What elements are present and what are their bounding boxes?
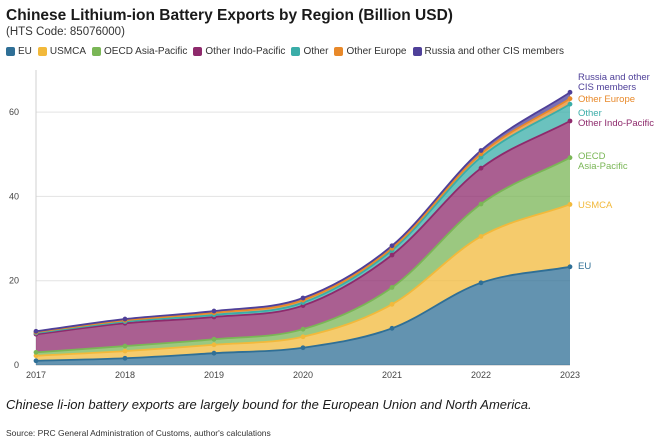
point-russia-and-other-cis-members — [478, 148, 484, 153]
point-usmca — [33, 353, 39, 359]
point-other — [478, 154, 484, 160]
end-label-oecd-asia-pacific: OECD Asia-Pacific — [578, 151, 628, 172]
point-oecd-asia-pacific — [33, 349, 39, 355]
point-eu — [33, 358, 39, 364]
area-eu — [36, 266, 570, 365]
x-tick-label: 2019 — [204, 370, 224, 380]
y-tick-label: 20 — [9, 276, 19, 286]
legend-swatch — [193, 47, 203, 56]
end-label-usmca: USMCA — [578, 200, 613, 211]
point-eu — [122, 355, 128, 361]
x-tick-label: 2021 — [382, 370, 402, 380]
point-eu — [389, 325, 395, 331]
point-oecd-asia-pacific — [122, 343, 128, 349]
point-other-europe — [478, 151, 484, 157]
x-tick-label: 2020 — [293, 370, 313, 380]
y-tick-label: 0 — [14, 360, 19, 370]
point-other — [567, 101, 573, 107]
point-russia-and-other-cis-members — [122, 316, 128, 322]
legend-label: Other Indo-Pacific — [205, 46, 286, 57]
point-other-europe — [567, 96, 573, 102]
x-tick-label: 2022 — [471, 370, 491, 380]
point-oecd-asia-pacific — [478, 201, 484, 207]
point-usmca — [567, 202, 573, 207]
y-tick-label: 60 — [9, 107, 19, 117]
legend-item-other-europe: Other Europe — [334, 46, 407, 57]
point-russia-and-other-cis-members — [567, 89, 573, 95]
point-eu — [300, 345, 306, 351]
end-label-eu: EU — [578, 261, 591, 272]
legend-label: OECD Asia-Pacific — [104, 46, 188, 57]
legend-item-other: Other — [291, 46, 328, 57]
axis-labels: 0 20 40 60 2017 2018 2019 2020 2021 2022 2023 — [9, 107, 580, 380]
source-note: Source: PRC General Administration of Cu… — [6, 428, 271, 438]
point-usmca — [389, 301, 395, 307]
point-russia-and-other-cis-members — [211, 308, 217, 314]
area-usmca — [36, 204, 570, 361]
legend-label: Other — [303, 46, 329, 57]
point-oecd-asia-pacific — [300, 326, 306, 332]
point-other-indo-pacific — [389, 252, 395, 258]
y-tick-label: 40 — [9, 191, 19, 201]
stacked-area-chart: 0 20 40 60 2017 2018 2019 2020 2021 2022 2023 EU US… — [9, 70, 654, 380]
chart-title: Chinese Lithium-ion Battery Exports by R… — [6, 7, 453, 24]
point-eu — [567, 264, 573, 270]
end-label-other: Other — [578, 108, 602, 119]
x-tick-label: 2023 — [560, 370, 580, 380]
point-oecd-asia-pacific — [211, 336, 217, 342]
end-label-other-europe: Other Europe — [578, 94, 635, 105]
point-usmca — [211, 342, 217, 348]
chart-caption: Chinese li-ion battery exports are large… — [6, 397, 532, 412]
chart-legend: EU USMCA OECD Asia-Pacific Other Indo-Pacif… — [6, 46, 570, 57]
legend-item-usmca: USMCA — [37, 46, 87, 57]
legend-item-other-indo-pacific: Other Indo-Pacific — [193, 46, 285, 57]
point-usmca — [300, 334, 306, 340]
legend-item-oecd-asia-pacific: OECD Asia-Pacific — [92, 46, 187, 57]
point-usmca — [122, 348, 128, 354]
series-end-labels: EU USMCA OECD Asia-Pacific Other Indo-Pacifi… — [578, 72, 654, 272]
legend-swatch — [92, 47, 102, 56]
legend-swatch — [37, 47, 47, 56]
point-other-indo-pacific — [478, 165, 484, 171]
x-tick-label: 2018 — [115, 370, 135, 380]
legend-label: EU — [18, 46, 32, 57]
legend-swatch — [6, 47, 15, 56]
legend-swatch — [334, 47, 344, 56]
x-tick-label: 2017 — [26, 370, 46, 380]
legend-label: USMCA — [49, 46, 87, 57]
point-oecd-asia-pacific — [389, 285, 395, 290]
point-eu — [211, 350, 217, 356]
end-label-other-indo-pacific: Other Indo-Pacific — [578, 118, 654, 129]
point-eu — [478, 280, 484, 286]
point-russia-and-other-cis-members — [300, 295, 306, 301]
point-russia-and-other-cis-members — [389, 243, 395, 249]
point-other-indo-pacific — [567, 118, 573, 124]
point-oecd-asia-pacific — [567, 155, 573, 161]
legend-item-eu: EU — [6, 46, 32, 57]
data-points — [33, 89, 573, 364]
point-russia-and-other-cis-members — [33, 328, 39, 334]
end-label-russia-and-other-cis-members: Russia and other CIS members — [578, 72, 650, 93]
legend-swatch — [412, 47, 422, 56]
point-usmca — [478, 234, 484, 239]
legend-label: Other Europe — [346, 46, 407, 57]
chart-subtitle: (HTS Code: 85076000) — [6, 26, 125, 38]
legend-label: Russia and other CIS members — [424, 46, 565, 57]
legend-swatch — [291, 47, 301, 56]
legend-item-russia-and-other-cis-members: Russia and other CIS members — [412, 46, 565, 57]
